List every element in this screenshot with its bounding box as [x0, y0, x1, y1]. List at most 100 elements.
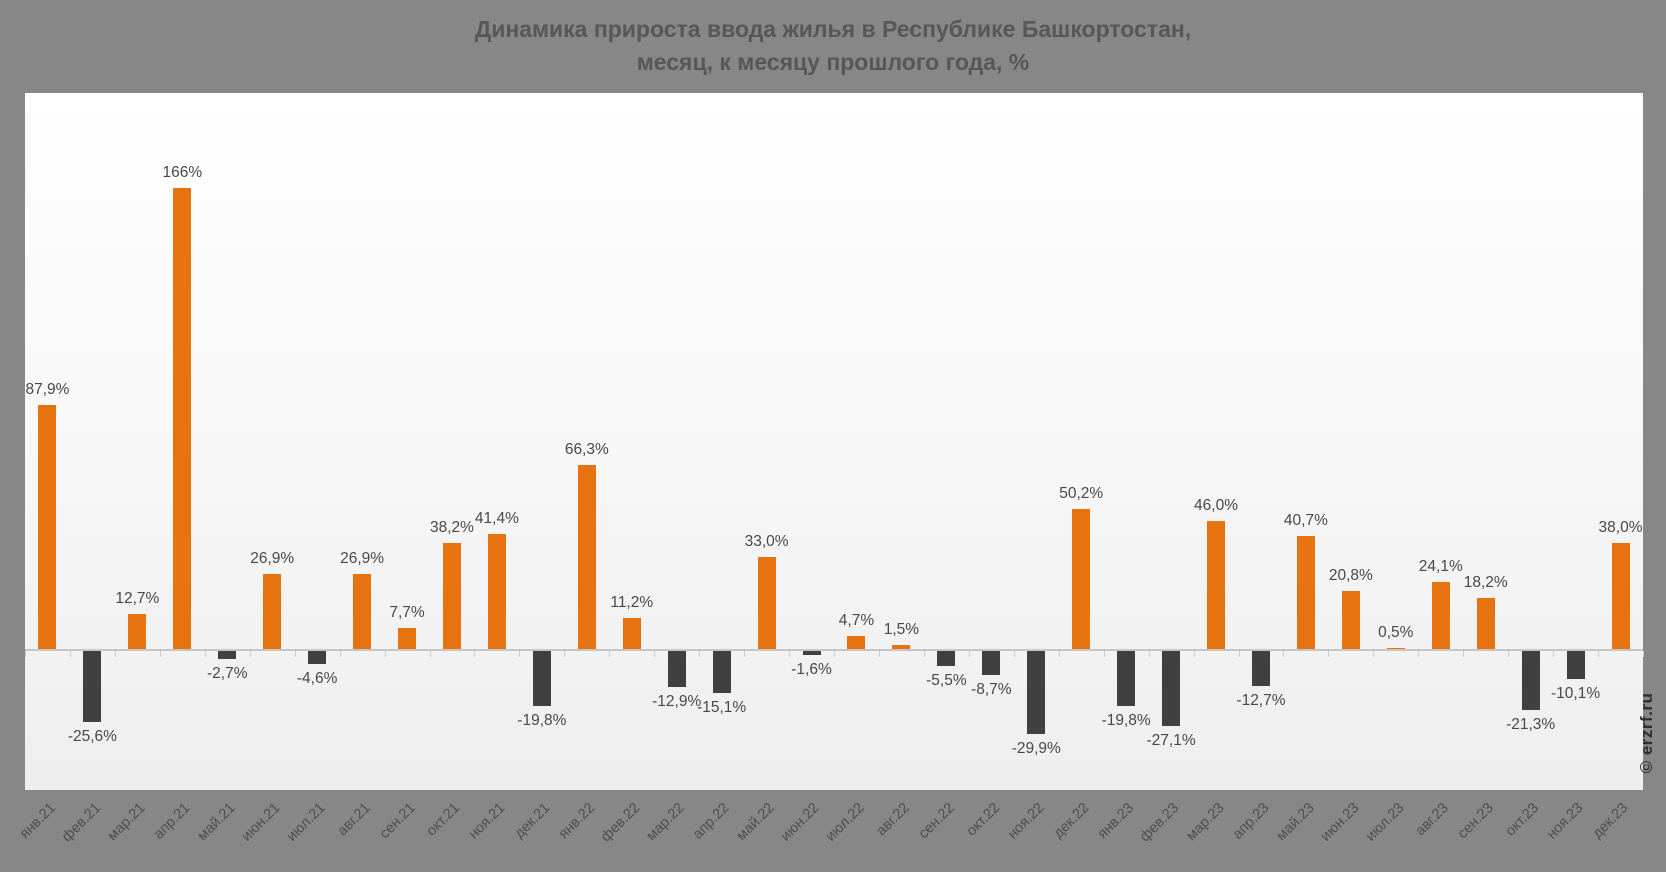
- x-axis-label: сен.21: [376, 800, 419, 843]
- bar-дек.23[interactable]: [1611, 543, 1630, 649]
- bar-дек.22[interactable]: [1072, 509, 1091, 649]
- x-axis-label: фев.21: [58, 800, 104, 846]
- bar-май.22[interactable]: [757, 557, 776, 649]
- bar-value-label: 46,0%: [1194, 497, 1238, 515]
- axis-tick: [339, 651, 341, 657]
- x-axis-label: дек.22: [1050, 800, 1093, 842]
- x-axis-label: мар.21: [104, 800, 149, 845]
- bar-апр.22[interactable]: [712, 651, 731, 693]
- bar-value-label: -12,7%: [1236, 692, 1286, 710]
- axis-tick: [1643, 651, 1644, 657]
- bar-value-label: 4,7%: [838, 611, 875, 629]
- bar-май.23[interactable]: [1296, 535, 1315, 649]
- axis-tick: [1283, 651, 1285, 657]
- zero-axis-line: [25, 649, 1643, 651]
- axis-tick: [474, 651, 476, 657]
- axis-tick: [1058, 651, 1060, 657]
- bar-value-label: 18,2%: [1463, 574, 1508, 592]
- bar-value-label: 12,7%: [115, 589, 160, 607]
- bar-июн.22[interactable]: [802, 651, 821, 656]
- bar-value-label: -27,1%: [1146, 732, 1196, 750]
- bar-value-label: 24,1%: [1418, 558, 1463, 575]
- bar-июн.23[interactable]: [1341, 591, 1360, 649]
- x-axis-label: май.22: [733, 800, 778, 845]
- bar-июл.22[interactable]: [847, 635, 866, 649]
- axis-tick: [789, 651, 791, 657]
- bar-апр.23[interactable]: [1251, 651, 1270, 687]
- bar-июл.21[interactable]: [308, 651, 327, 664]
- x-axis-label: окт.23: [1502, 800, 1542, 840]
- axis-tick: [1193, 651, 1195, 657]
- bar-мар.22[interactable]: [667, 651, 686, 687]
- x-axis-label: май.21: [194, 800, 239, 845]
- bar-value-label: 38,2%: [429, 518, 474, 536]
- bar-сен.23[interactable]: [1476, 598, 1495, 649]
- axis-tick: [923, 651, 925, 657]
- axis-tick: [1373, 651, 1375, 657]
- axis-tick: [1328, 651, 1330, 657]
- x-axis-label: июл.23: [1362, 800, 1408, 845]
- bar-авг.21[interactable]: [353, 574, 372, 649]
- bar-янв.21[interactable]: [38, 404, 57, 649]
- bar-мар.23[interactable]: [1207, 521, 1226, 649]
- bar-дек.21[interactable]: [532, 651, 551, 707]
- bar-июн.21[interactable]: [263, 574, 282, 649]
- bar-сен.22[interactable]: [937, 651, 956, 667]
- bar-сен.21[interactable]: [398, 627, 417, 649]
- axis-tick: [654, 651, 656, 657]
- x-axis-label: сен.23: [1454, 800, 1498, 843]
- axis-tick: [744, 651, 746, 657]
- x-axis-label: янв.21: [16, 800, 59, 843]
- bar-value-label: 41,4%: [474, 509, 519, 527]
- bar-авг.23[interactable]: [1431, 582, 1450, 649]
- axis-tick: [1103, 651, 1105, 657]
- x-axis-label: апр.22: [690, 800, 733, 843]
- axis-tick: [69, 651, 71, 657]
- axis-tick: [968, 651, 970, 657]
- chart-title-line1: Динамика прироста ввода жилья в Республи…: [474, 16, 1192, 42]
- bar-окт.23[interactable]: [1521, 651, 1540, 711]
- bar-value-label: 20,8%: [1328, 567, 1373, 585]
- bar-фев.22[interactable]: [622, 617, 641, 649]
- bar-value-label: 40,7%: [1283, 511, 1328, 529]
- bar-value-label: 1,5%: [883, 620, 920, 638]
- x-axis-label: окт.21: [423, 800, 464, 840]
- bar-value-label: 33,0%: [744, 533, 789, 551]
- bar-окт.21[interactable]: [442, 542, 461, 649]
- x-axis-label: янв.22: [555, 800, 599, 843]
- x-axis-label: дек.21: [511, 800, 554, 842]
- axis-tick: [834, 651, 835, 657]
- axis-tick: [204, 651, 206, 657]
- bar-янв.23[interactable]: [1117, 651, 1136, 707]
- bar-value-label: -10,1%: [1551, 685, 1601, 703]
- bar-фев.21[interactable]: [83, 651, 102, 723]
- axis-tick: [1418, 651, 1420, 657]
- axis-tick: [564, 651, 566, 657]
- bar-апр.21[interactable]: [173, 187, 192, 649]
- x-axis-label: ноя.21: [465, 800, 509, 843]
- bar-май.21[interactable]: [218, 651, 237, 659]
- bar-value-label: -12,9%: [652, 692, 702, 710]
- x-axis-label: авг.21: [334, 800, 374, 840]
- axis-tick: [1508, 651, 1510, 657]
- bar-ноя.21[interactable]: [487, 533, 506, 649]
- x-axis-label: июн.23: [1317, 800, 1363, 845]
- bar-value-label: -4,6%: [296, 669, 338, 687]
- x-axis-label: авг.23: [1412, 800, 1453, 840]
- x-axis-label: ноя.22: [1005, 800, 1048, 843]
- bar-авг.22[interactable]: [892, 644, 911, 649]
- bar-value-label: 38,0%: [1598, 519, 1643, 537]
- bar-value-label: -8,7%: [971, 681, 1012, 699]
- bar-янв.22[interactable]: [577, 464, 596, 649]
- x-axis-label: мар.23: [1183, 800, 1228, 845]
- bar-value-label: 11,2%: [610, 593, 654, 611]
- bar-мар.21[interactable]: [128, 613, 147, 649]
- bar-фев.23[interactable]: [1162, 651, 1181, 727]
- x-axis-label: апр.23: [1229, 800, 1273, 843]
- bar-ноя.22[interactable]: [1027, 651, 1046, 735]
- bar-ноя.23[interactable]: [1566, 651, 1585, 680]
- bar-окт.22[interactable]: [982, 651, 1001, 676]
- axis-tick: [1463, 651, 1465, 657]
- bar-июл.23[interactable]: [1386, 647, 1405, 649]
